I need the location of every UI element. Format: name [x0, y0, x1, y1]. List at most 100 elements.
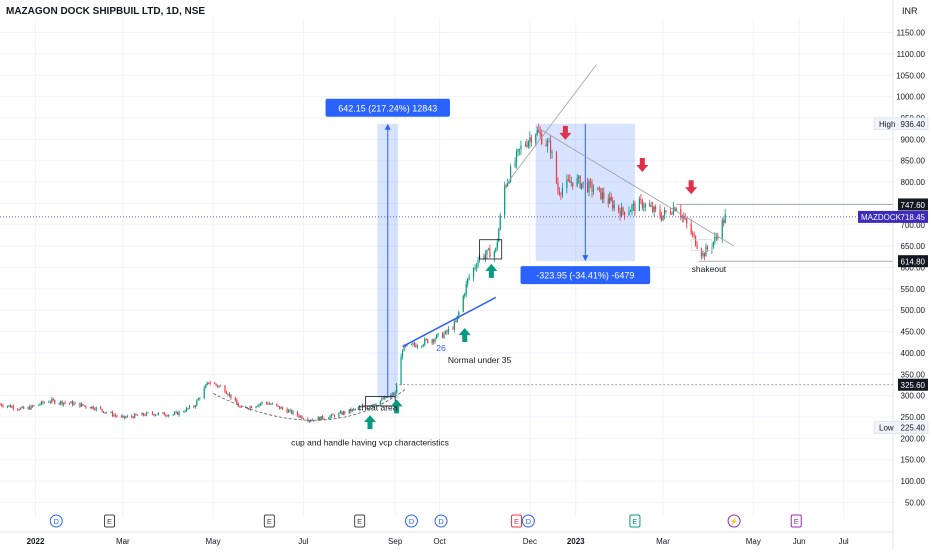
candle	[681, 215, 683, 223]
candle	[566, 174, 568, 194]
event-marker[interactable]: D	[404, 514, 418, 528]
candle-body	[692, 233, 694, 235]
candle-body	[498, 229, 500, 242]
candle	[547, 137, 549, 153]
candle-body	[68, 402, 71, 404]
candle	[548, 138, 550, 142]
event-marker[interactable]: E	[511, 514, 523, 528]
candle	[393, 392, 395, 397]
candle-body	[632, 203, 635, 206]
candle	[307, 417, 309, 423]
candle	[197, 397, 199, 401]
candle	[473, 267, 475, 282]
candle	[487, 247, 489, 251]
measure-up[interactable]: 642.15 (217.24%) 12843	[325, 98, 450, 399]
candle-body	[475, 266, 478, 268]
candle	[141, 412, 143, 416]
candle	[660, 211, 663, 222]
y-tick-label: 200.00	[901, 434, 926, 443]
candle	[182, 410, 185, 413]
candle	[282, 406, 284, 411]
candle-body	[517, 149, 519, 152]
candle	[535, 133, 537, 147]
candle-body	[683, 216, 685, 219]
candle	[433, 338, 435, 345]
candle	[712, 241, 714, 249]
candle	[49, 400, 51, 404]
event-marker-letter: D	[526, 517, 532, 526]
candle-body	[643, 207, 645, 208]
candle-body	[174, 412, 176, 415]
candle-body	[680, 209, 682, 218]
x-axis: 2022 Mar May Jul Sep Oct Dec 2023 Mar May Jun Jul	[0, 531, 893, 546]
candle	[348, 409, 350, 414]
candle	[276, 403, 278, 407]
candle-body	[48, 401, 50, 403]
y-tick-label: 300.00	[901, 392, 926, 401]
event-marker[interactable]: D	[521, 514, 535, 528]
candle	[572, 182, 574, 190]
candle-body	[290, 409, 293, 414]
event-marker[interactable]: ⚡	[727, 514, 741, 528]
candle	[338, 411, 340, 419]
event-marker[interactable]: D	[49, 514, 63, 528]
candle-body	[703, 253, 706, 257]
candle	[227, 393, 229, 397]
event-marker[interactable]: E	[263, 514, 275, 528]
candle-body	[197, 398, 199, 401]
event-marker[interactable]: E	[104, 514, 116, 528]
candle-body	[382, 398, 384, 400]
candle-body	[100, 407, 102, 410]
candle-body	[151, 412, 154, 414]
candle-body	[505, 185, 507, 187]
candle-body	[467, 278, 469, 284]
candle	[609, 191, 611, 204]
candle	[644, 202, 646, 212]
candle	[145, 411, 148, 417]
candle-body	[338, 413, 340, 417]
candle-body	[579, 176, 581, 189]
candle-body	[322, 416, 324, 419]
candle-body	[141, 413, 143, 416]
candle	[518, 148, 521, 156]
candle	[629, 209, 632, 212]
event-marker[interactable]: D	[434, 514, 448, 528]
candle	[71, 400, 74, 407]
y-tick-label: 800.00	[901, 178, 926, 187]
candle	[215, 383, 217, 387]
candle	[362, 403, 364, 407]
candle	[154, 413, 156, 417]
candle-body	[157, 412, 159, 415]
candle-body	[483, 255, 485, 259]
candle-body	[567, 179, 569, 181]
candle-body	[401, 351, 404, 357]
candle-body	[588, 181, 590, 192]
candle	[20, 407, 22, 410]
candle	[258, 403, 260, 408]
candle-body	[489, 248, 491, 258]
candle-body	[487, 248, 489, 250]
candle	[444, 330, 447, 335]
high-badge-value: 936.40	[901, 120, 926, 129]
candle	[116, 414, 118, 418]
event-marker[interactable]: E	[354, 514, 366, 528]
candle-body	[536, 130, 538, 135]
measure-down[interactable]: -323.95 (-34.41%) -6479	[520, 123, 651, 285]
candle	[517, 148, 519, 157]
candle-body	[493, 251, 495, 258]
candle-body	[330, 414, 333, 417]
candle-body	[208, 382, 210, 384]
candle-body	[114, 415, 117, 416]
candle-body	[591, 182, 593, 192]
candle-body	[359, 406, 361, 410]
candle	[322, 414, 324, 420]
candle	[60, 400, 62, 406]
candle-body	[369, 405, 371, 408]
candle-body	[166, 415, 168, 417]
candle-body	[526, 144, 528, 147]
candle-body	[570, 182, 572, 184]
event-marker[interactable]: E	[629, 514, 641, 528]
event-marker[interactable]: E	[790, 514, 802, 528]
x-tick-label: 2022	[27, 537, 45, 546]
